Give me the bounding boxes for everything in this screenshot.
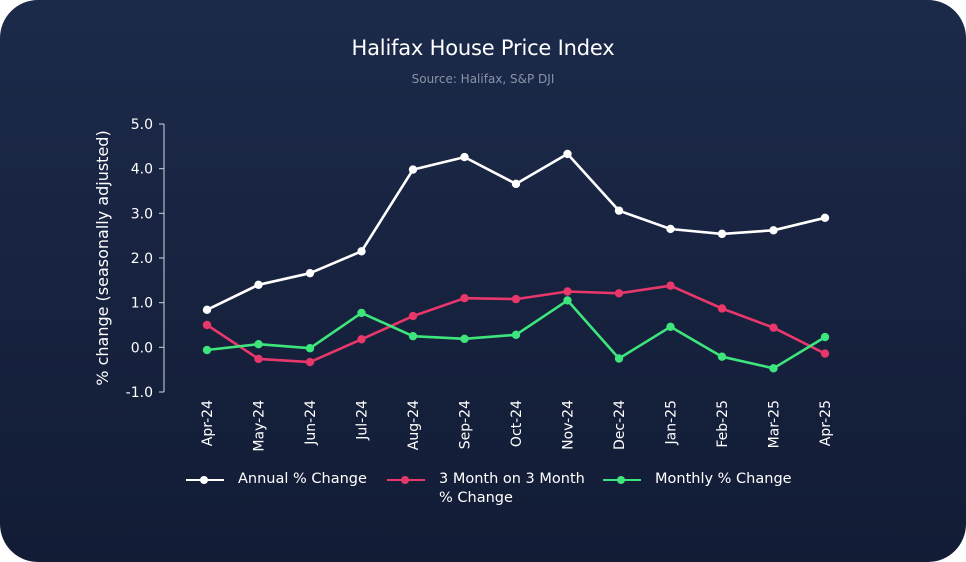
data-point-series-2[interactable]	[820, 332, 830, 342]
data-point-series-0[interactable]	[408, 165, 418, 174]
legend-dot-monthly	[617, 476, 625, 484]
data-point-series-2[interactable]	[614, 354, 624, 363]
x-tick-label: Jan-25	[664, 400, 680, 445]
chart-subtitle: Source: Halifax, S&P DJI	[411, 72, 555, 86]
y-tick-label: 0.0	[131, 340, 153, 356]
y-tick-label: -1.0	[126, 385, 153, 401]
x-tick-label: Sep-24	[458, 400, 474, 449]
x-tick-label: Apr-25	[818, 400, 834, 446]
legend-label-monthly-line1: Monthly % Change	[655, 471, 792, 487]
x-tick-label: May-24	[252, 400, 268, 452]
x-tick-label: Oct-24	[509, 400, 525, 447]
data-point-series-1[interactable]	[408, 311, 418, 321]
y-tick-label: 3.0	[131, 206, 153, 222]
data-point-series-1[interactable]	[511, 294, 521, 304]
data-point-series-1[interactable]	[563, 287, 572, 296]
data-point-series-2[interactable]	[511, 330, 521, 340]
legend-label-3m3m-line2: % Change	[439, 490, 513, 506]
data-point-series-1[interactable]	[357, 335, 366, 344]
data-point-series-0[interactable]	[666, 224, 675, 234]
x-tick-label: Jul-24	[355, 400, 371, 441]
data-point-series-0[interactable]	[563, 149, 572, 159]
series-line-0	[205, 152, 827, 312]
y-axis-label: % change (seasonally adjusted)	[93, 130, 112, 385]
x-tick-label: Jun-24	[303, 400, 319, 446]
data-point-series-1[interactable]	[666, 281, 675, 290]
data-point-series-0[interactable]	[202, 305, 212, 315]
x-tick-label: Feb-25	[715, 400, 731, 448]
data-point-series-0[interactable]	[820, 213, 830, 222]
data-point-series-2[interactable]	[305, 344, 315, 353]
data-point-series-1[interactable]	[305, 357, 315, 367]
x-tick-label: Aug-24	[406, 400, 422, 450]
data-point-series-0[interactable]	[717, 229, 727, 239]
data-point-series-2[interactable]	[460, 334, 469, 344]
y-tick-label: 5.0	[131, 117, 153, 133]
data-point-series-1[interactable]	[460, 294, 469, 303]
legend-dot-3m3m	[401, 476, 409, 484]
legend-label-annual: Annual % Change	[238, 470, 367, 489]
data-point-series-1[interactable]	[254, 354, 263, 364]
chart-title: Halifax House Price Index	[351, 36, 615, 60]
y-tick-label: 2.0	[131, 251, 153, 267]
y-tick-label: 1.0	[131, 296, 153, 312]
data-point-series-2[interactable]	[202, 345, 212, 355]
data-point-series-1[interactable]	[717, 304, 727, 313]
data-point-series-2[interactable]	[666, 322, 675, 331]
data-point-series-2[interactable]	[254, 340, 263, 349]
data-point-series-1[interactable]	[820, 349, 830, 358]
legend-dot-annual	[200, 476, 208, 484]
data-point-series-0[interactable]	[769, 226, 778, 235]
data-point-series-0[interactable]	[614, 206, 624, 215]
y-tick-label: 4.0	[131, 162, 153, 178]
data-point-series-0[interactable]	[305, 268, 315, 278]
data-point-series-0[interactable]	[460, 152, 469, 162]
legend-label-3m3m: 3 Month on 3 Month % Change	[439, 470, 585, 508]
x-tick-label: Apr-24	[200, 400, 216, 446]
legend-label-3m3m-line1: 3 Month on 3 Month	[439, 471, 585, 487]
data-point-series-2[interactable]	[563, 296, 572, 305]
legend-label-annual-line1: Annual % Change	[238, 471, 367, 487]
data-point-series-1[interactable]	[769, 323, 778, 332]
data-point-series-2[interactable]	[357, 308, 366, 318]
chart-axes: -1.0 0.0 1.0 2.0 3.0 4.0 5.0 % change (seasonal…	[93, 117, 834, 452]
data-point-series-0[interactable]	[511, 179, 521, 189]
data-point-series-0[interactable]	[357, 247, 366, 256]
x-tick-label: Mar-25	[767, 400, 783, 448]
data-point-series-0[interactable]	[254, 280, 263, 289]
legend-label-monthly: Monthly % Change	[655, 470, 792, 489]
chart-series-layer	[202, 149, 830, 373]
data-point-series-2[interactable]	[769, 364, 778, 373]
data-point-series-1[interactable]	[614, 289, 624, 298]
data-point-series-1[interactable]	[202, 320, 212, 330]
data-point-series-2[interactable]	[408, 331, 418, 341]
x-tick-label: Dec-24	[612, 400, 628, 450]
data-point-series-2[interactable]	[717, 352, 727, 361]
x-tick-label: Nov-24	[561, 400, 577, 450]
